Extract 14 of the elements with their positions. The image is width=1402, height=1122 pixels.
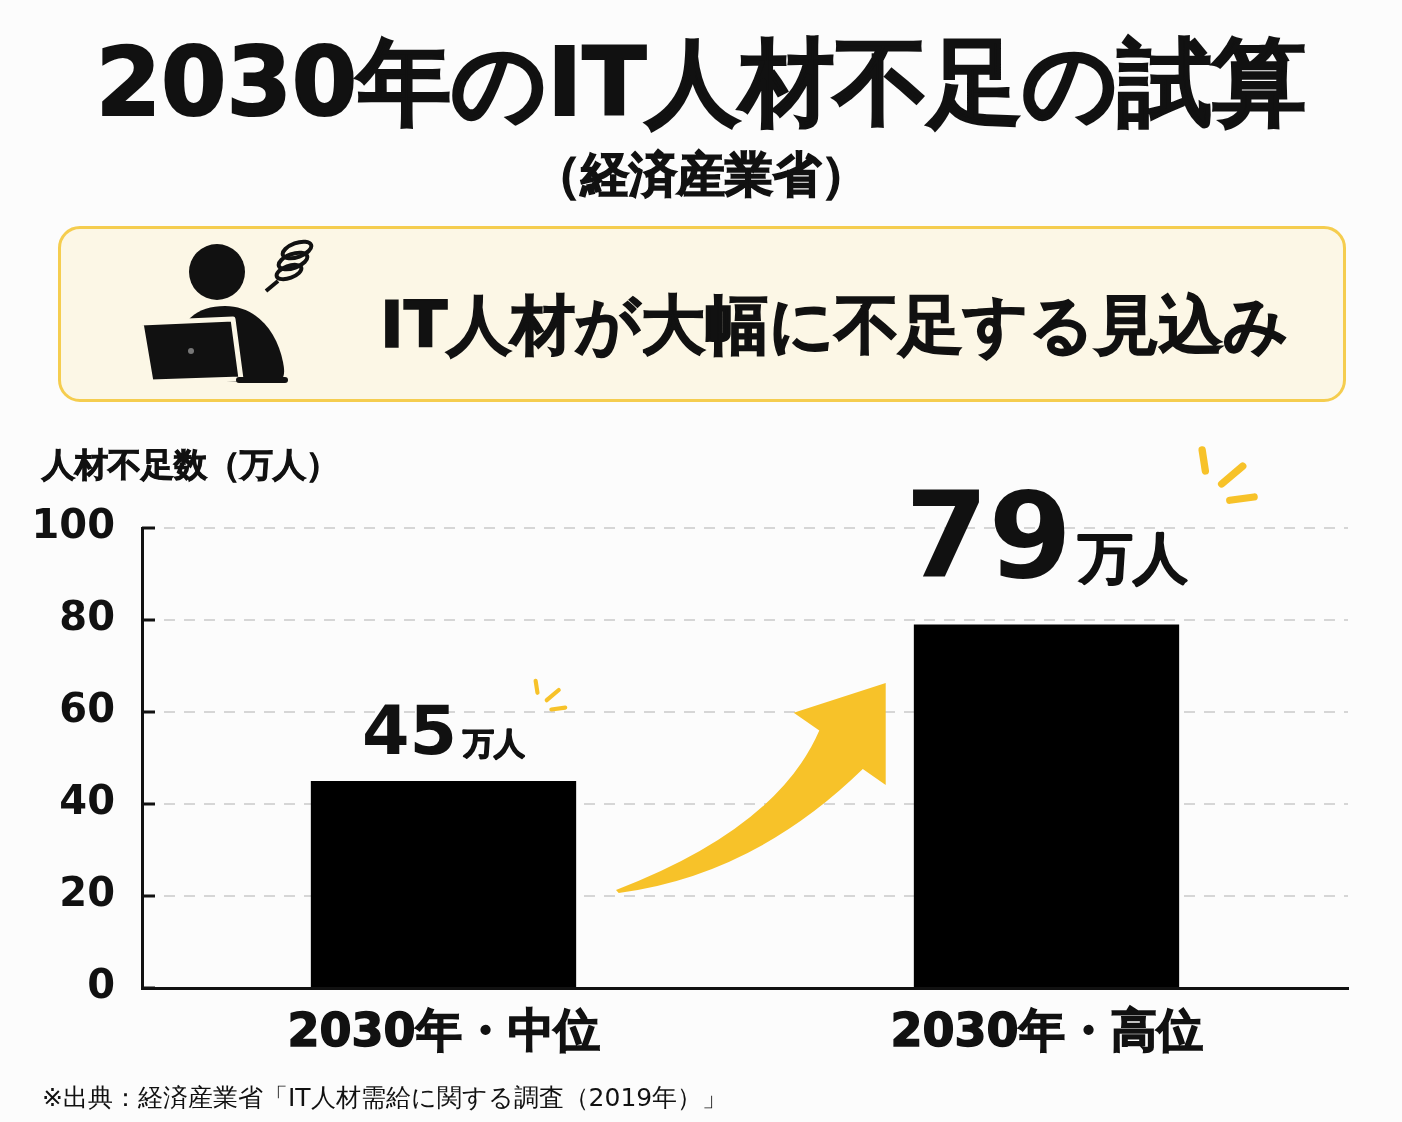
x-tick-label: 2030年・高位 (890, 1002, 1203, 1057)
text: IT人材が大幅に不足する見込み (380, 288, 1290, 362)
x-tick-label: 2030年・中位 (287, 1002, 600, 1057)
chart-subtitle: （経済産業省） (532, 145, 870, 204)
y-axis-title: 人材不足数（万人） (42, 444, 339, 486)
y-tick-label: 0 (87, 961, 115, 1008)
data-label: 79万人 (905, 465, 1188, 605)
y-tick-label: 80 (59, 593, 115, 640)
text: ※出典：経済産業省「IT人材需給に関する調査（2019年）」 (42, 1082, 728, 1114)
y-tick-label: 100 (31, 501, 115, 548)
y-tick-label: 20 (59, 869, 115, 916)
y-tick-label: 60 (59, 685, 115, 732)
chart-title: 2030年のIT人材不足の試算 (94, 28, 1308, 138)
y-tick-label: 40 (59, 777, 115, 824)
